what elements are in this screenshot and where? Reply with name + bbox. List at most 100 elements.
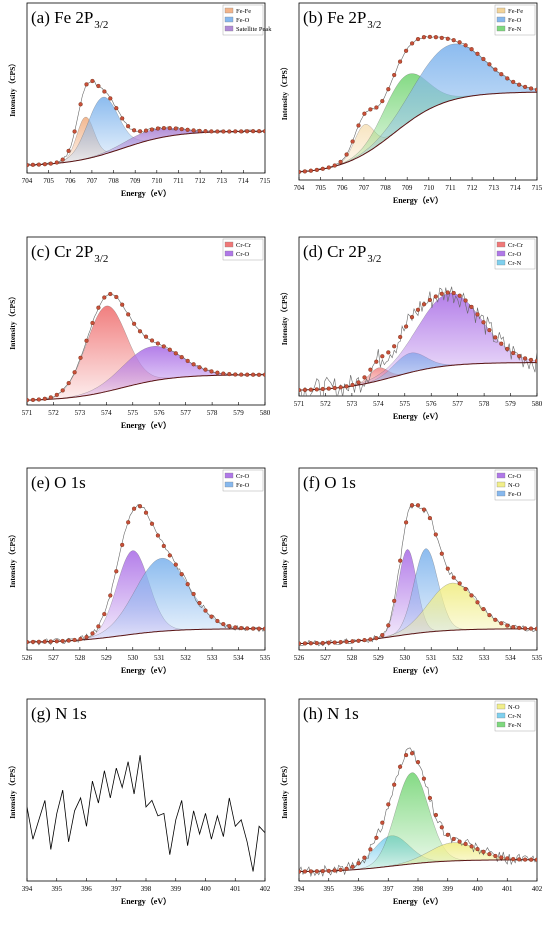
fit-envelope-point (516, 857, 522, 862)
fit-envelope-point (481, 320, 486, 325)
fit-envelope-point (374, 359, 379, 364)
fit-envelope-point (362, 855, 367, 860)
background-line (299, 91, 537, 173)
x-tick-label: 402 (260, 885, 271, 893)
fit-envelope-point (197, 365, 202, 370)
fit-envelope-point (27, 398, 30, 403)
x-axis-label: Energy（eV） (121, 665, 171, 675)
fit-envelope-point (505, 346, 510, 351)
x-tick-label: 580 (532, 400, 543, 408)
legend-swatch (496, 16, 506, 23)
plot-frame (26, 698, 266, 882)
fit-envelope-point (251, 129, 256, 134)
fit-envelope-point (511, 856, 516, 862)
fit-envelope-point (42, 162, 47, 167)
fit-envelope-point (332, 163, 337, 168)
legend-label: Fe-N (508, 26, 522, 33)
fit-envelope-point (392, 344, 397, 349)
x-tick-label: 709 (402, 184, 413, 192)
fit-envelope-point (203, 608, 208, 613)
fit-envelope-point (487, 612, 492, 618)
legend-swatch (224, 241, 234, 248)
x-tick-label: 527 (48, 654, 59, 662)
fit-envelope-point (404, 324, 409, 329)
fit-envelope-point (505, 76, 510, 81)
fit-envelope-point (84, 338, 89, 343)
fit-envelope-point (132, 506, 137, 511)
fit-envelope-point (421, 35, 426, 40)
x-tick-label: 532 (180, 654, 191, 662)
fit-envelope-point (528, 626, 534, 631)
x-tick-label: 715 (532, 184, 543, 192)
plot-area (299, 286, 537, 396)
fit-envelope-point (90, 78, 95, 84)
fit-envelope-point (314, 869, 319, 874)
legend-label: Fe-Fe (508, 8, 523, 15)
fit-envelope-point (398, 764, 403, 769)
fit-envelope-point (262, 626, 265, 631)
fit-envelope-point (137, 329, 143, 334)
x-tick-label: 575 (128, 409, 139, 417)
plot-area (299, 747, 537, 878)
legend-label: Fe-N (508, 722, 522, 729)
x-tick-label: 528 (347, 654, 358, 662)
fit-envelope-point (27, 639, 30, 645)
fit-envelope-point (362, 111, 367, 116)
fit-envelope-point (114, 294, 119, 300)
fit-envelope-point (262, 372, 265, 377)
panel-title: (e) O 1s (31, 473, 86, 492)
legend-swatch (224, 472, 234, 479)
x-tick-label: 580 (260, 409, 271, 417)
x-tick-label: 529 (101, 654, 112, 662)
fit-envelope-point (167, 553, 172, 558)
x-tick-label: 704 (294, 184, 305, 192)
fit-envelope-point (299, 388, 302, 393)
fit-envelope-point (203, 129, 208, 134)
fit-envelope-point (299, 169, 302, 174)
x-axis-label: Energy（eV） (121, 188, 171, 198)
panel-title-subscript: 3/2 (367, 19, 381, 31)
fit-envelope-point (149, 338, 155, 343)
fit-envelope-point (493, 335, 498, 340)
fit-envelope-point (72, 637, 77, 643)
fit-envelope-point (475, 600, 480, 605)
fit-envelope-point (179, 127, 184, 132)
fit-envelope-point (239, 625, 244, 631)
fit-envelope-point (487, 62, 492, 67)
fit-envelope-point (386, 623, 391, 628)
fit-envelope-point (356, 123, 361, 128)
legend-swatch (496, 472, 506, 479)
fit-envelope-point (469, 304, 474, 309)
panel-title-subscript: 3/2 (94, 19, 108, 31)
fit-envelope-point (534, 87, 537, 92)
x-tick-label: 395 (52, 885, 63, 893)
fit-envelope-point (126, 312, 131, 317)
fit-envelope-point (320, 166, 325, 171)
y-axis-label: Intensity（CPS） (279, 761, 289, 819)
fit-envelope-point (221, 371, 226, 376)
fit-envelope-point (60, 638, 65, 644)
x-tick-label: 705 (43, 177, 54, 185)
fit-envelope-point (302, 169, 307, 174)
fit-envelope-point (149, 521, 155, 526)
fit-envelope-point (469, 47, 474, 52)
fit-envelope-point (314, 640, 319, 646)
fit-envelope-point (469, 593, 474, 598)
fit-envelope-point (314, 167, 319, 172)
x-tick-label: 573 (347, 400, 358, 408)
fit-envelope-point (392, 72, 397, 78)
x-tick-label: 714 (238, 177, 249, 185)
fit-envelope-point (66, 148, 71, 153)
fit-envelope-point (66, 381, 71, 386)
panel-title-subscript: 3/2 (94, 253, 108, 265)
panel-e: 526 527 528 529 530 531 532 533 534 535 Energy（eV）… (7, 467, 271, 675)
fit-envelope-point (120, 302, 125, 307)
fit-envelope-point (451, 836, 456, 842)
fit-envelope-point (203, 367, 208, 372)
raw-spectrum-line (299, 286, 537, 396)
fit-envelope-point (90, 631, 95, 636)
legend-label: Cr-Cr (508, 242, 524, 249)
fit-envelope-point (469, 844, 474, 849)
legend-swatch (496, 259, 506, 266)
fit-envelope-point (439, 35, 444, 40)
